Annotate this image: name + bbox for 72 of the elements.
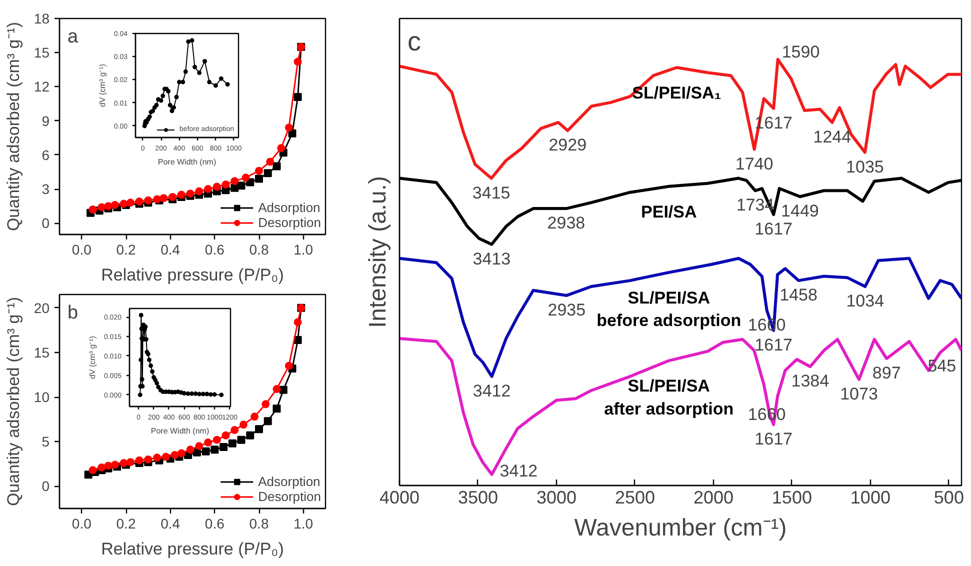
annotation: a (68, 26, 78, 48)
y-tick-label: 6 (42, 146, 50, 163)
x-tick-label: 1.0 (294, 242, 314, 258)
annotation: 1617 (754, 335, 793, 354)
annotation: 1458 (780, 286, 818, 305)
y-axis-title: Quantity adsorbed (cm³ g⁻¹) (4, 22, 23, 232)
series-label: SL/PEI/SA before adsorption (596, 288, 742, 330)
annotation: 3412 (500, 461, 538, 480)
annotation: 1449 (781, 202, 819, 221)
y-tick-label: 12 (34, 78, 50, 95)
y-axis-title: dV (cm³ g⁻¹) (88, 336, 97, 379)
x-axis-title: Wavenumber (cm⁻¹) (574, 514, 787, 542)
annotation: 1617 (754, 430, 793, 449)
annotation: 3412 (472, 381, 511, 400)
x-tick-label: 1500 (772, 488, 812, 508)
y-axis-title: dV (cm³ g⁻¹) (98, 64, 107, 107)
annotation: 1035 (846, 157, 884, 176)
x-tick-label: 500 (934, 488, 964, 508)
x-tick-label: 2000 (693, 488, 734, 508)
x-tick-label: 0.8 (249, 516, 269, 532)
y-tick-label: 15 (34, 344, 50, 360)
x-tick-label: 3500 (458, 488, 498, 508)
y-tick-label: 0 (42, 215, 50, 232)
x-axis-title: Relative pressure (P/P₀) (101, 266, 284, 284)
legend-label: Adsorption (258, 200, 320, 215)
x-tick-label: 0.8 (249, 242, 269, 258)
x-tick-label: 0.4 (160, 242, 180, 258)
y-tick-label: 5 (42, 434, 50, 450)
x-tick-label: 0.6 (204, 242, 225, 258)
x-tick-label: 2500 (614, 488, 655, 508)
annotation: 2938 (547, 214, 586, 233)
x-tick-label: 0.2 (116, 242, 136, 258)
y-axis-title: Intensity (a.u.) (364, 176, 392, 328)
x-tick-label: 0.2 (116, 516, 136, 532)
annotation: 1590 (782, 42, 820, 62)
x-tick-label: 0.4 (160, 516, 180, 532)
annotation: 3413 (472, 249, 511, 268)
annotation: 1244 (813, 127, 852, 146)
y-tick-label: 18 (34, 10, 50, 26)
annotation: 1034 (846, 292, 884, 311)
legend-label: Desorption (258, 215, 321, 230)
y-tick-label: 20 (34, 300, 50, 316)
legend-label: Desorption (258, 489, 321, 504)
annotation: 1384 (791, 372, 830, 391)
text: c (408, 26, 421, 56)
annotation: 1740 (735, 154, 774, 174)
x-tick-label: 1000 (850, 488, 890, 508)
annotation: b (68, 302, 78, 324)
x-tick-label: 1.0 (294, 516, 314, 532)
annotation: 2929 (548, 136, 587, 155)
y-tick-label: 10 (34, 389, 50, 406)
y-tick-label: 9 (42, 112, 50, 129)
annotation: 3415 (472, 183, 510, 202)
x-tick-label: 4000 (379, 488, 420, 508)
y-axis-title: Quantity adsorbed (cm³ g⁻¹) (4, 296, 23, 506)
annotation: 897 (872, 364, 901, 383)
y-tick-label: 15 (34, 44, 50, 61)
x-tick-label: 3000 (536, 488, 577, 508)
x-axis-title: Pore Width (nm) (158, 158, 216, 166)
x-tick-label: 0.0 (72, 242, 92, 258)
annotation: 1073 (840, 384, 878, 404)
series-label: PEI/SA (641, 202, 697, 222)
x-axis-title: Relative pressure (P/P₀) (101, 540, 284, 558)
legend-label: Adsorption (258, 474, 320, 489)
x-tick-label: 0.6 (204, 516, 225, 532)
y-tick-label: 3 (42, 181, 50, 198)
series-label: SL/PEI/SA after adsorption (604, 376, 734, 418)
x-axis-title: Pore Width (nm) (150, 426, 210, 436)
annotation: 2935 (548, 300, 586, 320)
annotation: 1617 (754, 220, 793, 239)
series-label: SL/PEI/SA₁ (632, 84, 722, 102)
x-tick-label: 0.0 (72, 516, 92, 532)
